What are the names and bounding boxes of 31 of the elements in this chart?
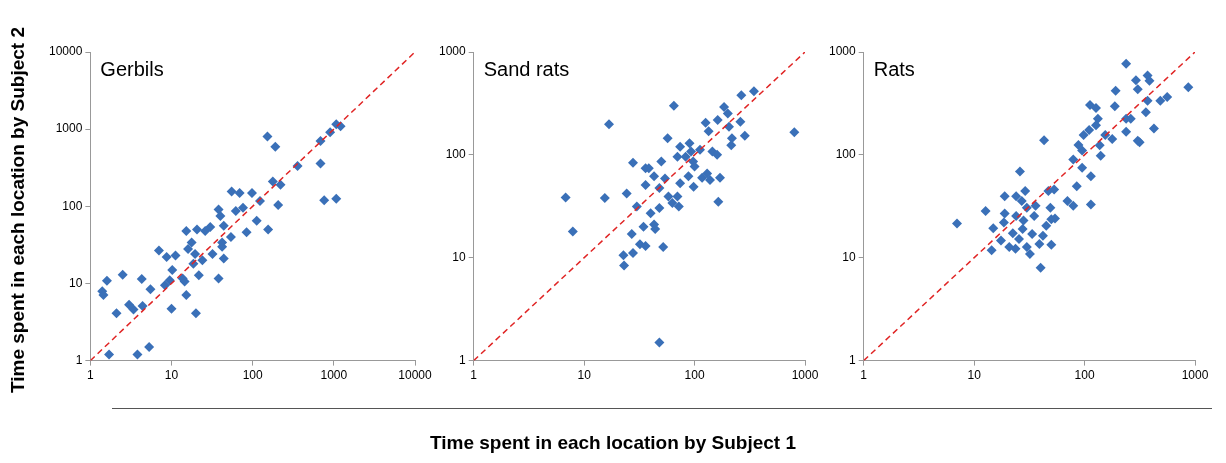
- y-tick-label: 10: [842, 250, 857, 265]
- x-tick-label: 100: [684, 368, 705, 383]
- chart-title: Rats: [873, 57, 915, 80]
- x-tick-label: 10: [967, 368, 982, 383]
- y-tick-label: 1: [75, 352, 83, 367]
- chart-title: Sand rats: [483, 57, 570, 80]
- x-tick-label: 1000: [1181, 368, 1209, 383]
- x-tick-label: 10: [577, 368, 592, 383]
- x-tick-label: 10: [164, 368, 179, 383]
- y-tick-label: 1000: [55, 121, 83, 136]
- chart-title: Gerbils: [100, 57, 164, 80]
- x-tick-label: 100: [242, 368, 264, 383]
- y-tick-label: 10: [452, 250, 467, 265]
- x-tick-label: 1: [470, 368, 478, 383]
- x-tick-label: 1000: [320, 368, 348, 383]
- y-tick-label: 1: [459, 352, 467, 367]
- x-tick-label: 1000: [791, 368, 819, 383]
- x-tick-label: 100: [1074, 368, 1095, 383]
- y-tick-label: 100: [445, 147, 467, 162]
- y-tick-label: 1: [849, 352, 857, 367]
- x-tick-label: 10000: [398, 368, 433, 383]
- y-axis-title: Time spent in each location by Subject 2: [7, 26, 29, 394]
- x-tick-label: 1: [87, 368, 95, 383]
- y-tick-label: 100: [62, 198, 83, 213]
- y-tick-label: 100: [835, 147, 857, 162]
- y-tick-label: 10000: [48, 44, 83, 59]
- x-tick-label: 1: [860, 368, 868, 383]
- x-axis-title: Time spent in each location by Subject 1: [429, 432, 797, 454]
- y-tick-label: 1000: [438, 44, 467, 59]
- y-tick-label: 10: [69, 275, 83, 290]
- y-tick-label: 1000: [828, 44, 857, 59]
